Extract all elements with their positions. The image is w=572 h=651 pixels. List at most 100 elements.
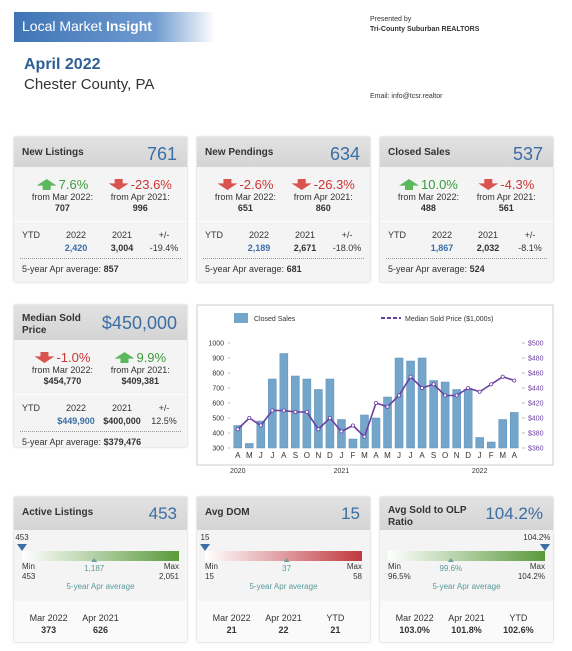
- average-marker: [283, 558, 290, 562]
- x-tick-label: M: [499, 451, 506, 460]
- card-value: 453: [148, 504, 177, 523]
- line-point: [385, 404, 390, 409]
- x-tick-label: F: [351, 451, 356, 460]
- min-value: 15: [205, 572, 214, 581]
- card-header: [197, 137, 370, 167]
- legend-label: Closed Sales: [254, 316, 296, 323]
- x-tick-label: A: [512, 451, 518, 460]
- change-pct: -1.0%: [56, 350, 91, 365]
- gauge-marker-label: 453: [15, 533, 29, 542]
- history-value: 626: [92, 625, 109, 635]
- chart: 300 400 500 600 700 800 900 1000 $360 $380 $400 $42…: [196, 304, 554, 475]
- change-value: $454,770: [43, 376, 82, 386]
- history-value: 101.8%: [451, 625, 482, 635]
- line-point: [327, 416, 332, 421]
- change-pct: -2.6%: [239, 177, 274, 192]
- average-value: 99.6%: [439, 564, 463, 573]
- history-value: 373: [41, 625, 57, 635]
- card-header: [197, 497, 370, 530]
- change-label: from Mar 2022:: [31, 365, 93, 375]
- history-label: YTD: [509, 613, 528, 623]
- ytd-label: YTD: [388, 230, 406, 240]
- year-label: 2020: [230, 468, 246, 475]
- x-tick-label: S: [293, 451, 298, 460]
- gauge-marker: [17, 544, 27, 551]
- min-label: Min: [22, 562, 35, 571]
- average-value: 681: [286, 264, 302, 274]
- y2-tick-label: $460: [528, 371, 544, 378]
- change-row: -2.6%: [217, 178, 273, 191]
- stat-card: Median Sold Price $450,000 -1.0% from Mar 2…: [14, 305, 187, 447]
- bar: [394, 357, 404, 449]
- email: Email: info@tcsr.realtor: [370, 93, 443, 100]
- ytd-value: 2,189: [247, 243, 271, 253]
- change-row: 9.9%: [114, 351, 166, 364]
- max-value: 104.2%: [517, 572, 545, 581]
- max-label: Max: [346, 562, 362, 571]
- bar: [498, 419, 507, 449]
- line-point: [500, 374, 505, 379]
- card-value: 104.2%: [485, 504, 543, 523]
- history-value: 102.6%: [503, 625, 534, 635]
- line-point: [339, 429, 344, 434]
- x-tick-label: J: [397, 451, 401, 460]
- card-header: [14, 305, 187, 340]
- line-point: [270, 408, 275, 413]
- history-label: Mar 2022: [29, 613, 68, 623]
- card-value: 634: [329, 144, 360, 164]
- ytd-header: 2022: [248, 230, 270, 240]
- title-bar: [14, 12, 215, 42]
- min-value: 453: [22, 572, 36, 581]
- y2-tick-label: $360: [528, 446, 544, 453]
- line-point: [281, 408, 286, 413]
- history-area: [14, 601, 187, 642]
- x-tick-label: A: [373, 451, 379, 460]
- bar: [475, 437, 484, 449]
- ytd-header: 2022: [431, 230, 453, 240]
- y2-tick-label: $500: [528, 341, 544, 348]
- line-point: [489, 382, 494, 387]
- card-value: 15: [341, 504, 360, 523]
- gauge-bar: [205, 551, 362, 561]
- history-label: Mar 2022: [212, 613, 251, 623]
- y-tick-label: 700: [212, 386, 224, 393]
- ytd-label: YTD: [205, 230, 223, 240]
- max-label: Max: [529, 562, 545, 571]
- change-value: 488: [420, 203, 436, 213]
- arrow-up: [114, 352, 135, 363]
- bar: [268, 378, 277, 449]
- bar: [314, 389, 323, 449]
- organization: Tri-County Suburban REALTORS: [370, 26, 480, 33]
- bar: [325, 378, 335, 449]
- card-title: Closed Sales: [388, 147, 451, 158]
- bar: [486, 441, 496, 449]
- x-tick-label: J: [339, 451, 343, 460]
- min-value: 96.5%: [388, 572, 411, 581]
- change-row: -4.3%: [478, 178, 534, 191]
- x-tick-label: M: [361, 451, 368, 460]
- average: 5-year Apr average: $379,476: [22, 438, 141, 447]
- x-tick-label: S: [431, 451, 436, 460]
- y-tick-label: 900: [212, 356, 224, 363]
- line-point: [350, 423, 355, 428]
- change-value: 996: [132, 203, 148, 213]
- x-tick-label: J: [270, 451, 274, 460]
- average-label: 5-year Apr average:: [22, 264, 102, 274]
- x-tick-label: A: [281, 451, 287, 460]
- average: 5-year Apr average: 857: [22, 265, 119, 274]
- ytd-header: 2022: [65, 230, 87, 240]
- y-tick-label: 500: [212, 416, 224, 423]
- change-row: -1.0%: [34, 351, 90, 364]
- y-tick-label: 600: [212, 401, 224, 408]
- stat-card: New Listings 761 7.6% from Mar 2022: 707 -23.…: [14, 137, 187, 282]
- card-header: [380, 137, 553, 167]
- average-value: 1,187: [84, 564, 105, 573]
- change-row: -26.3%: [291, 177, 355, 192]
- ytd-value: $449,900: [57, 416, 95, 426]
- ytd-header: +/-: [341, 230, 353, 240]
- bar: [463, 389, 473, 449]
- dotted-line: [386, 258, 547, 259]
- change-pct: -26.3%: [313, 177, 355, 192]
- line-point: [477, 389, 482, 394]
